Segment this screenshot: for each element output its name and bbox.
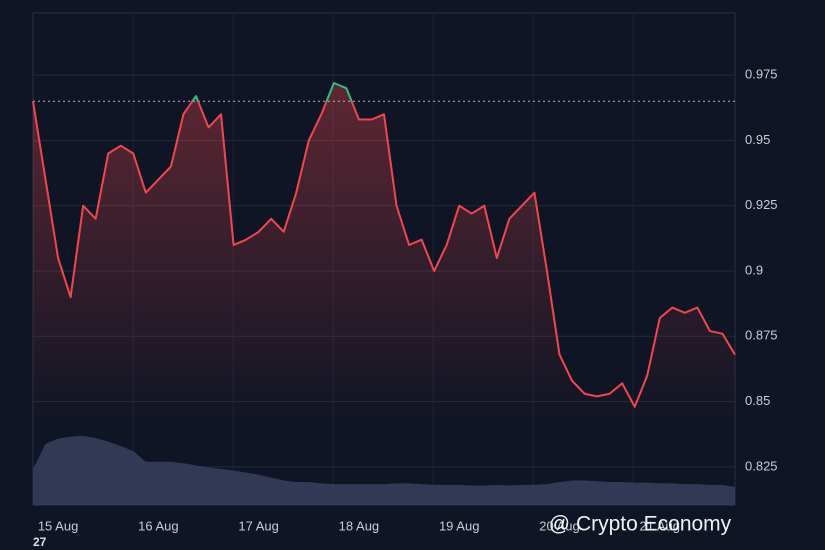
y-tick-label: 0.9 [745, 262, 763, 277]
volume-area [33, 435, 735, 505]
x-tick-label: 16 Aug [138, 518, 179, 533]
x-tick-label: 18 Aug [339, 518, 380, 533]
x-tick-label: 15 Aug [38, 518, 79, 533]
y-tick-label: 0.925 [745, 197, 778, 212]
x-tick-label: 21 Aug [640, 518, 681, 533]
x-tick-label: 17 Aug [238, 518, 279, 533]
x-tick-label: 20 Aug [539, 518, 580, 533]
y-tick-label: 0.875 [745, 328, 778, 343]
corner-label: 27 [33, 535, 47, 549]
price-line [32, 81, 736, 408]
y-tick-label: 0.975 [745, 67, 778, 82]
price-area [33, 82, 735, 427]
y-tick-label: 0.95 [745, 132, 770, 147]
x-tick-label: 19 Aug [439, 518, 480, 533]
watermark: @ Crypto Economy [549, 513, 732, 536]
y-tick-label: 0.825 [745, 458, 778, 473]
y-tick-label: 0.85 [745, 393, 770, 408]
